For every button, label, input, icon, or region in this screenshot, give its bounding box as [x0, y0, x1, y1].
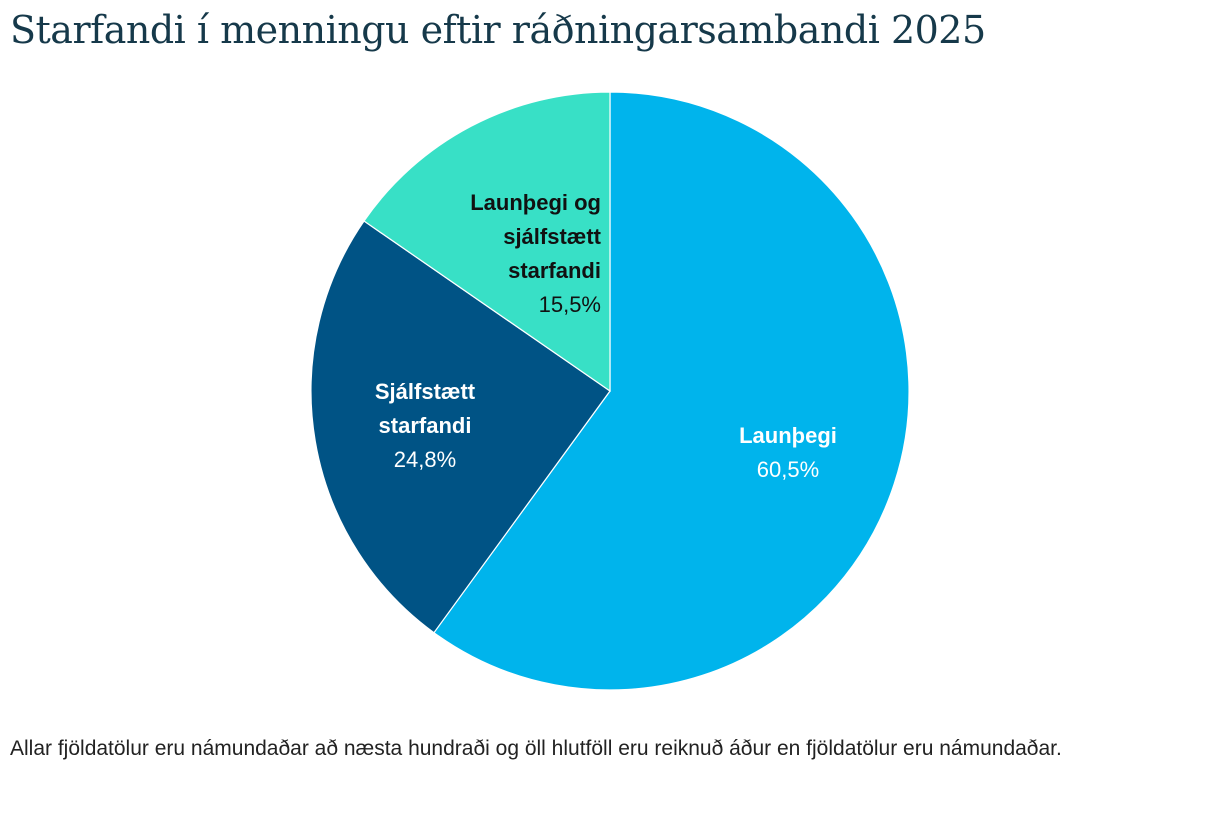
pie-chart: Launþegi 60,5% Sjálfstætt starfandi 24,8% Lau… [310, 91, 910, 691]
slice-label: Sjálfstætt starfandi 24,8% [375, 379, 476, 472]
slice-label: Launþegi og sjálfstætt starfandi 15,5% [470, 190, 601, 317]
slice-label-value: 24,8% [394, 447, 456, 472]
pie-slice [363, 91, 611, 393]
slice-label-name: Launþegi og [470, 190, 601, 215]
slice-label-name: sjálfstætt [503, 224, 601, 249]
pie-slice [310, 220, 611, 634]
slice-labels: Launþegi 60,5% Sjálfstætt starfandi 24,8% Lau… [375, 190, 837, 482]
chart-title: Starfandi í menningu eftir ráðningarsamb… [10, 8, 986, 52]
slice-label-name: starfandi [379, 413, 472, 438]
pie-slice [433, 91, 910, 691]
slice-label-name: Sjálfstætt [375, 379, 476, 404]
slice-label-value: 15,5% [539, 292, 601, 317]
footnote: Allar fjöldatölur eru námundaðar að næst… [10, 737, 1062, 760]
slice-label-value: 60,5% [757, 457, 819, 482]
slice-label-name: Launþegi [739, 423, 837, 448]
slice-label-name: starfandi [508, 258, 601, 283]
slice-label: Launþegi 60,5% [739, 423, 837, 482]
pie-slices [310, 91, 910, 691]
